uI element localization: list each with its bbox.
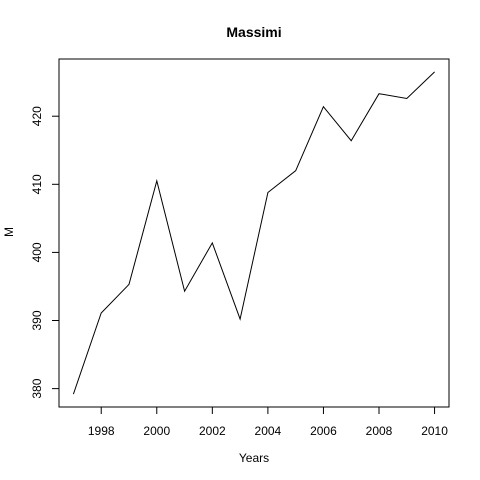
x-axis: 1998 2000 2002 2004 2006 2008 2010: [88, 407, 448, 438]
plot-area-frame: [58, 58, 450, 408]
data-point: [350, 139, 353, 142]
x-tick-label: 2010: [421, 424, 448, 438]
data-points: [72, 70, 436, 395]
data-point: [239, 318, 242, 321]
x-tick-label: 2004: [255, 424, 282, 438]
data-point: [322, 105, 325, 108]
data-point: [433, 70, 436, 73]
data-point: [100, 312, 103, 315]
x-tick-label: 2000: [143, 424, 170, 438]
data-point: [378, 92, 381, 95]
data-point: [128, 283, 131, 286]
x-axis-label: Years: [239, 451, 269, 465]
x-tick-label: 1998: [88, 424, 115, 438]
chart-title: Massimi: [226, 24, 281, 40]
data-point: [266, 191, 269, 194]
data-point: [183, 290, 186, 293]
x-tick-label: 2002: [199, 424, 226, 438]
data-point: [405, 97, 408, 100]
y-tick-label: 410: [30, 174, 44, 194]
y-tick-label: 390: [30, 310, 44, 330]
data-point: [72, 393, 75, 396]
series-line: [72, 71, 435, 395]
data-point: [294, 169, 297, 172]
y-tick-label: 380: [30, 378, 44, 398]
x-tick-label: 2006: [310, 424, 337, 438]
y-axis-label: M: [2, 227, 16, 237]
y-tick-label: 420: [30, 106, 44, 126]
data-point: [211, 241, 214, 244]
data-point: [155, 179, 158, 182]
y-axis: 380 390 400 410 420: [30, 106, 59, 399]
x-tick-label: 2008: [366, 424, 393, 438]
y-tick-label: 400: [30, 242, 44, 262]
